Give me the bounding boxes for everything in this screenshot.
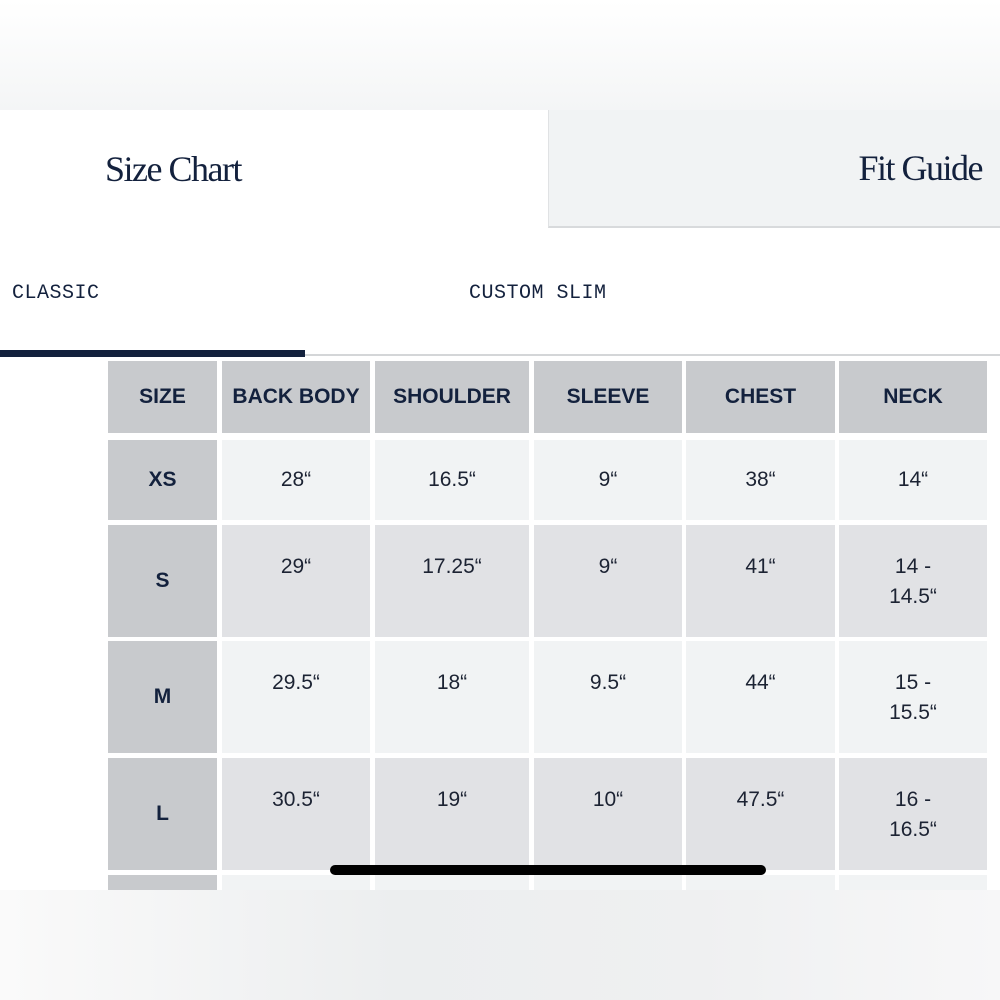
cell-text: 9.5“ xyxy=(589,671,627,694)
cell-text: 44“ xyxy=(745,671,776,694)
cell-text: 17.25“ xyxy=(422,555,482,578)
cell-text: 16.5“ xyxy=(428,468,476,491)
cell-text: 19“ xyxy=(436,788,468,811)
partial-row-cell xyxy=(839,875,987,890)
fit-tab-classic[interactable]: CLASSIC xyxy=(12,282,100,305)
fit-tab-custom-slim[interactable]: CUSTOM SLIM xyxy=(469,282,607,305)
cell-text: 9“ xyxy=(598,468,618,491)
cell-chest: 38“ xyxy=(686,440,835,520)
size-label: S xyxy=(108,525,217,637)
cell-back-body: 29.5“ xyxy=(222,641,370,753)
active-tab-indicator xyxy=(0,350,305,357)
cell-neck: 14“ xyxy=(839,440,987,520)
cell-neck: 15 - 15.5“ xyxy=(839,641,987,753)
cell-neck: 16 - 16.5“ xyxy=(839,758,987,870)
cell-neck: 14 - 14.5“ xyxy=(839,525,987,637)
cell-text: 38“ xyxy=(745,468,776,491)
partial-row-cell xyxy=(534,875,682,890)
tab-size-chart[interactable]: Size Chart xyxy=(0,110,548,228)
header-chest: CHEST xyxy=(686,361,835,433)
cell-shoulder: 19“ xyxy=(375,758,529,870)
bottom-background xyxy=(0,890,1000,1000)
cell-text: BACK BODY xyxy=(232,385,360,408)
cell-text: 15 - 15.5“ xyxy=(889,671,937,724)
partial-row-cell xyxy=(375,875,529,890)
tab-divider xyxy=(0,354,1000,356)
cell-text: CHEST xyxy=(724,385,797,408)
cell-sleeve: 9“ xyxy=(534,440,682,520)
cell-text: SHOULDER xyxy=(393,385,511,408)
cell-chest: 47.5“ xyxy=(686,758,835,870)
tab-label: Fit Guide xyxy=(858,148,983,188)
size-label: M xyxy=(108,641,217,753)
partial-row-cell xyxy=(222,875,370,890)
cell-chest: 44“ xyxy=(686,641,835,753)
cell-text: XS xyxy=(148,468,177,491)
cell-back-body: 28“ xyxy=(222,440,370,520)
cell-text: 14 - 14.5“ xyxy=(889,555,937,608)
cell-shoulder: 16.5“ xyxy=(375,440,529,520)
header-back-body: BACK BODY xyxy=(222,361,370,433)
cell-text: M xyxy=(153,685,172,708)
cell-back-body: 30.5“ xyxy=(222,758,370,870)
cell-text: S xyxy=(155,569,170,592)
header-sleeve: SLEEVE xyxy=(534,361,682,433)
header-shoulder: SHOULDER xyxy=(375,361,529,433)
cell-text: L xyxy=(156,802,169,825)
cell-text: SIZE xyxy=(139,385,186,408)
cell-text: 10“ xyxy=(592,788,624,811)
partial-row-cell xyxy=(108,875,217,890)
cell-text: 14“ xyxy=(897,468,929,491)
home-indicator[interactable] xyxy=(330,865,766,875)
header-size: SIZE xyxy=(108,361,217,433)
cell-text: 9“ xyxy=(598,555,618,578)
partial-row-cell xyxy=(686,875,835,890)
cell-sleeve: 9“ xyxy=(534,525,682,637)
size-label: L xyxy=(108,758,217,870)
top-background xyxy=(0,0,1000,110)
cell-chest: 41“ xyxy=(686,525,835,637)
cell-shoulder: 18“ xyxy=(375,641,529,753)
cell-text: 47.5“ xyxy=(736,788,785,811)
cell-sleeve: 10“ xyxy=(534,758,682,870)
tab-label: Size Chart xyxy=(105,149,242,189)
tab-fit-guide[interactable]: Fit Guide xyxy=(548,110,1000,228)
cell-text: 30.5“ xyxy=(272,788,320,811)
header-neck: NECK xyxy=(839,361,987,433)
cell-text: 29.5“ xyxy=(272,671,320,694)
cell-back-body: 29“ xyxy=(222,525,370,637)
cell-text: 28“ xyxy=(280,468,312,491)
size-label: XS xyxy=(108,440,217,520)
cell-text: 18“ xyxy=(436,671,468,694)
cell-text: 41“ xyxy=(745,555,776,578)
cell-sleeve: 9.5“ xyxy=(534,641,682,753)
cell-text: NECK xyxy=(883,385,943,408)
cell-text: 29“ xyxy=(280,555,312,578)
cell-text: SLEEVE xyxy=(566,385,650,408)
cell-shoulder: 17.25“ xyxy=(375,525,529,637)
cell-text: 16 - 16.5“ xyxy=(889,788,937,841)
